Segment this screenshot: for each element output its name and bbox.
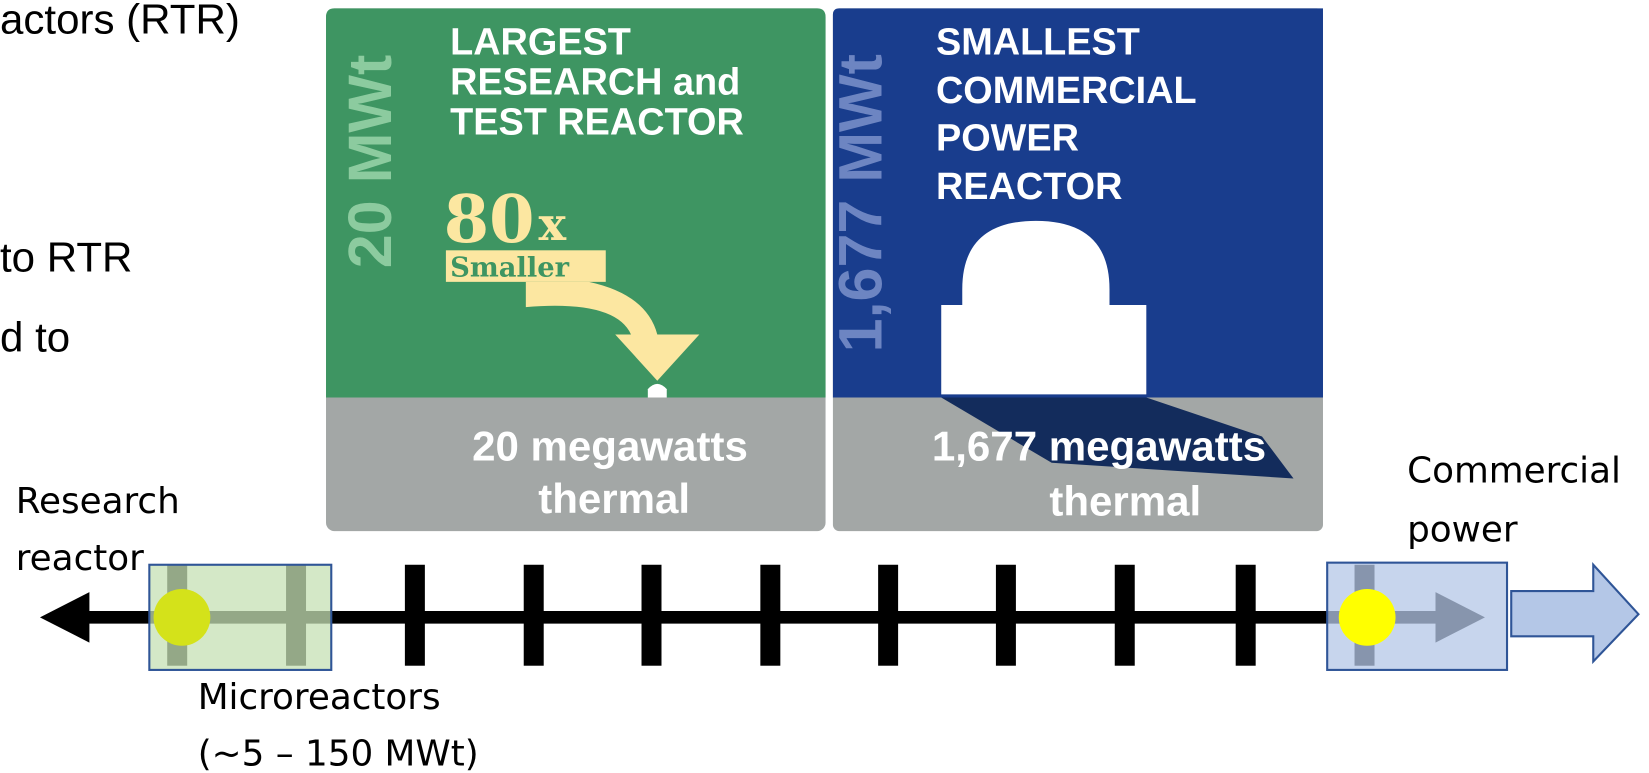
ratio-caption: Smaller [450,252,570,284]
panel-title: REACTOR [936,166,1122,208]
slide: actors (RTR) to RTR d to 20 MWt LARGEST … [0,0,1649,773]
green-panel: 20 MWt LARGEST RESEARCH and TEST REACTOR… [326,8,826,531]
label: power [1407,510,1518,551]
label: Microreactors [198,677,441,718]
label: (~5 – 150 MWt) [198,734,479,773]
side-label: 20 MWt [336,55,404,268]
panel-title: RESEARCH and [450,62,740,104]
label: Commercial [1407,451,1621,492]
slide-text: actors (RTR) [0,0,240,43]
panel-title: POWER [936,117,1079,159]
timeline [40,563,1639,670]
blue-panel: 1,677 MWt SMALLEST COMMERCIAL POWER REAC… [826,8,1323,531]
panel-title: COMMERCIAL [936,70,1197,112]
ratio-suffix: x [538,197,566,251]
slide-text: to RTR [0,233,132,280]
panel-bottom: 20 megawatts [472,423,748,470]
panel-title: SMALLEST [936,22,1140,64]
side-label: 1,677 MWt [826,54,894,352]
panel-bottom: thermal [538,475,690,522]
left-arrowhead [40,592,89,642]
panel-bottom: 1,677 megawatts [932,423,1266,470]
page: {"slide_text": {"lines": ["actors (RTR)"… [0,0,1649,773]
slide-text: d to [0,313,70,360]
panel-title: TEST REACTOR [450,102,744,144]
marker [1339,589,1396,646]
marker [154,589,211,646]
outline-arrow [1511,565,1638,662]
ratio: 80 [444,182,535,258]
label: Research [16,481,180,522]
panel-title: LARGEST [450,22,631,64]
label: reactor [16,538,144,579]
panel-bottom: thermal [1049,477,1201,524]
